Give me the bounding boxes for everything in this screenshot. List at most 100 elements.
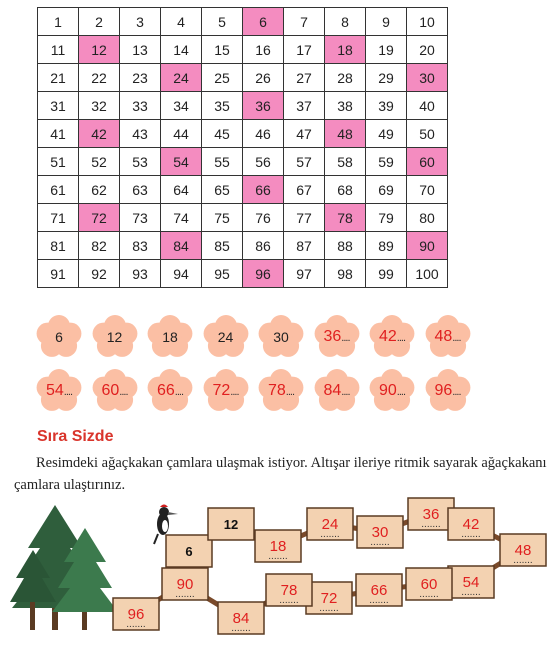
answer-dots: ....... <box>320 529 339 540</box>
plank-number: 12 <box>224 517 238 532</box>
plank-answer-number: 36 <box>423 506 440 523</box>
grid-cell: 5 <box>201 7 243 36</box>
grid-cell: 37 <box>283 91 325 120</box>
flower-answer: 78 <box>256 368 306 414</box>
plank-given: 6 <box>165 534 213 568</box>
grid-cell: 57 <box>283 147 325 176</box>
plank-given: 12 <box>207 507 255 541</box>
plank-answer-number: 18 <box>270 538 287 555</box>
grid-cell: 1 <box>37 7 79 36</box>
flower-answer: 60 <box>90 368 140 414</box>
answer-dots: ....... <box>231 623 250 634</box>
flower: 18 <box>145 314 195 360</box>
flower-answer: 48 <box>423 314 473 360</box>
plank-answer: 90....... <box>161 567 209 601</box>
grid-cell: 62 <box>78 175 120 204</box>
grid-cell: 46 <box>242 119 284 148</box>
flower-shape <box>36 315 82 357</box>
grid-cell: 34 <box>160 91 202 120</box>
flower: 78 <box>256 368 306 414</box>
answer-dots: ....... <box>513 555 532 566</box>
grid-cell: 59 <box>365 147 407 176</box>
instruction-text: Resimdeki ağaçkakan çamlara ulaşmak isti… <box>14 455 547 493</box>
grid-cell: 96 <box>242 259 284 288</box>
plank-answer-number: 60 <box>421 576 438 593</box>
grid-cell: 52 <box>78 147 120 176</box>
plank-answer: 48....... <box>499 533 547 567</box>
plank-answer-number: 84 <box>233 610 250 627</box>
plank-board <box>265 573 313 607</box>
pine-trees-illustration <box>10 505 118 630</box>
plank-board <box>407 497 455 531</box>
grid-cell: 72 <box>78 203 120 232</box>
grid-row: 11 12 13 14 15 16 17 18 19 20 <box>37 35 448 64</box>
plank-answer-number: 24 <box>322 516 339 533</box>
flower: 66 <box>145 368 195 414</box>
grid-cell: 30 <box>406 63 448 92</box>
flower-number: 24 <box>217 329 234 345</box>
grid-cell: 67 <box>283 175 325 204</box>
plank-board <box>217 601 265 635</box>
grid-cell: 47 <box>283 119 325 148</box>
grid-cell: 18 <box>324 35 366 64</box>
grid-cell: 38 <box>324 91 366 120</box>
grid-cell: 27 <box>283 63 325 92</box>
grid-cell: 17 <box>283 35 325 64</box>
plank-board <box>405 567 453 601</box>
plank-board <box>305 581 353 615</box>
answer-dots: ....... <box>369 595 388 606</box>
grid-row: 91 92 93 94 95 96 97 98 99 100 <box>37 259 448 288</box>
answer-dots: ....... <box>126 619 145 630</box>
grid-cell: 75 <box>201 203 243 232</box>
answer-dots: ....... <box>279 595 298 606</box>
grid-cell: 58 <box>324 147 366 176</box>
grid-cell: 63 <box>119 175 161 204</box>
plank-answer-number: 42 <box>463 516 480 533</box>
plank-answer: 24....... <box>306 507 354 541</box>
plank-board <box>165 534 213 568</box>
answer-dots: ....... <box>461 529 480 540</box>
grid-cell: 49 <box>365 119 407 148</box>
grid-cell: 68 <box>324 175 366 204</box>
flower-number: 6 <box>55 329 63 345</box>
grid-cell: 92 <box>78 259 120 288</box>
grid-cell: 86 <box>242 231 284 260</box>
plank-number: 6 <box>185 544 192 559</box>
plank-answer-number: 78 <box>281 582 298 599</box>
plank-answer-number: 54 <box>463 574 480 591</box>
plank-board <box>112 597 160 631</box>
flower: 6 <box>34 314 84 360</box>
grid-cell: 41 <box>37 119 79 148</box>
grid-row: 61 62 63 64 65 66 67 68 69 70 <box>37 175 448 204</box>
flower-answer: 42 <box>367 314 417 360</box>
grid-cell: 94 <box>160 259 202 288</box>
grid-cell: 21 <box>37 63 79 92</box>
flower: 36 <box>312 314 362 360</box>
flower-answer: 36 <box>312 314 362 360</box>
flower: 12 <box>90 314 140 360</box>
grid-cell: 33 <box>119 91 161 120</box>
flower: 24 <box>201 314 251 360</box>
answer-dots: ....... <box>419 589 438 600</box>
plank-board <box>161 567 209 601</box>
grid-cell: 40 <box>406 91 448 120</box>
grid-cell: 88 <box>324 231 366 260</box>
flower: 60 <box>90 368 140 414</box>
plank-board <box>356 515 404 549</box>
answer-dots: ....... <box>268 551 287 562</box>
flower-answer: 72 <box>201 368 251 414</box>
grid-cell: 44 <box>160 119 202 148</box>
grid-cell: 29 <box>365 63 407 92</box>
plank-answer-number: 48 <box>515 542 532 559</box>
flower: 30 <box>256 314 306 360</box>
grid-cell: 53 <box>119 147 161 176</box>
grid-cell: 99 <box>365 259 407 288</box>
section-title: Sıra Sizde <box>37 428 114 445</box>
flower-number: 18 <box>162 329 178 345</box>
answer-dots: ....... <box>461 587 480 598</box>
grid-cell: 9 <box>365 7 407 36</box>
plank-board <box>499 533 547 567</box>
plank-board <box>355 573 403 607</box>
grid-cell: 81 <box>37 231 79 260</box>
